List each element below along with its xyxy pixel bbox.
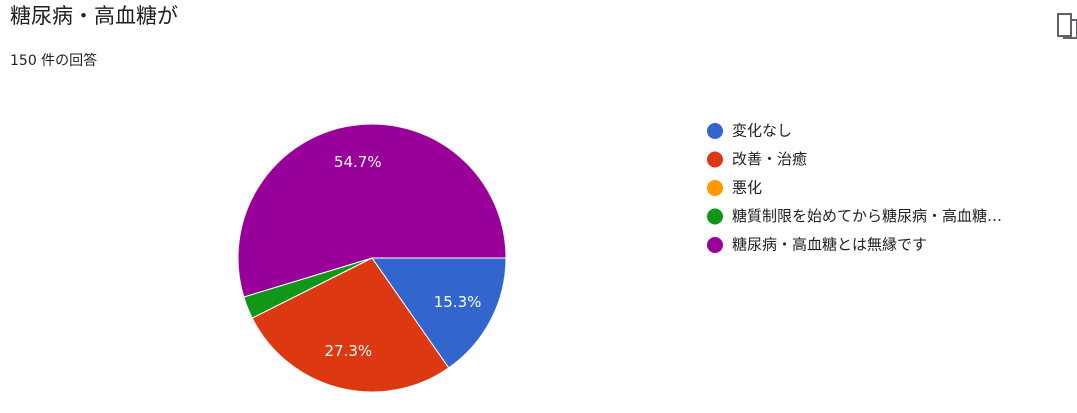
pie-slice bbox=[237, 123, 507, 298]
pie-slice bbox=[371, 257, 507, 369]
copy-button[interactable] bbox=[1057, 13, 1077, 39]
slice-label: 27.3% bbox=[324, 342, 372, 360]
legend-marker bbox=[707, 123, 723, 139]
slice-label: 54.7% bbox=[334, 153, 382, 171]
legend-marker bbox=[707, 237, 723, 253]
legend-label: 改善・治癒 bbox=[732, 150, 807, 168]
copy-icon-front bbox=[1057, 13, 1072, 37]
legend-marker bbox=[707, 180, 723, 196]
legend-label: 糖質制限を始めてから糖尿病・高血糖… bbox=[732, 207, 1002, 225]
legend-label: 変化なし bbox=[732, 122, 792, 140]
slice-label: 15.3% bbox=[434, 293, 482, 311]
legend-marker bbox=[707, 151, 723, 168]
legend-label: 糖尿病・高血糖とは無縁です bbox=[732, 236, 927, 254]
chart-title: 糖尿病・高血糖が bbox=[10, 4, 178, 28]
legend-label: 悪化 bbox=[732, 179, 762, 197]
legend-marker bbox=[707, 208, 723, 225]
chart-subtitle: 150 件の回答 bbox=[10, 52, 97, 69]
pie-slice bbox=[251, 257, 450, 393]
